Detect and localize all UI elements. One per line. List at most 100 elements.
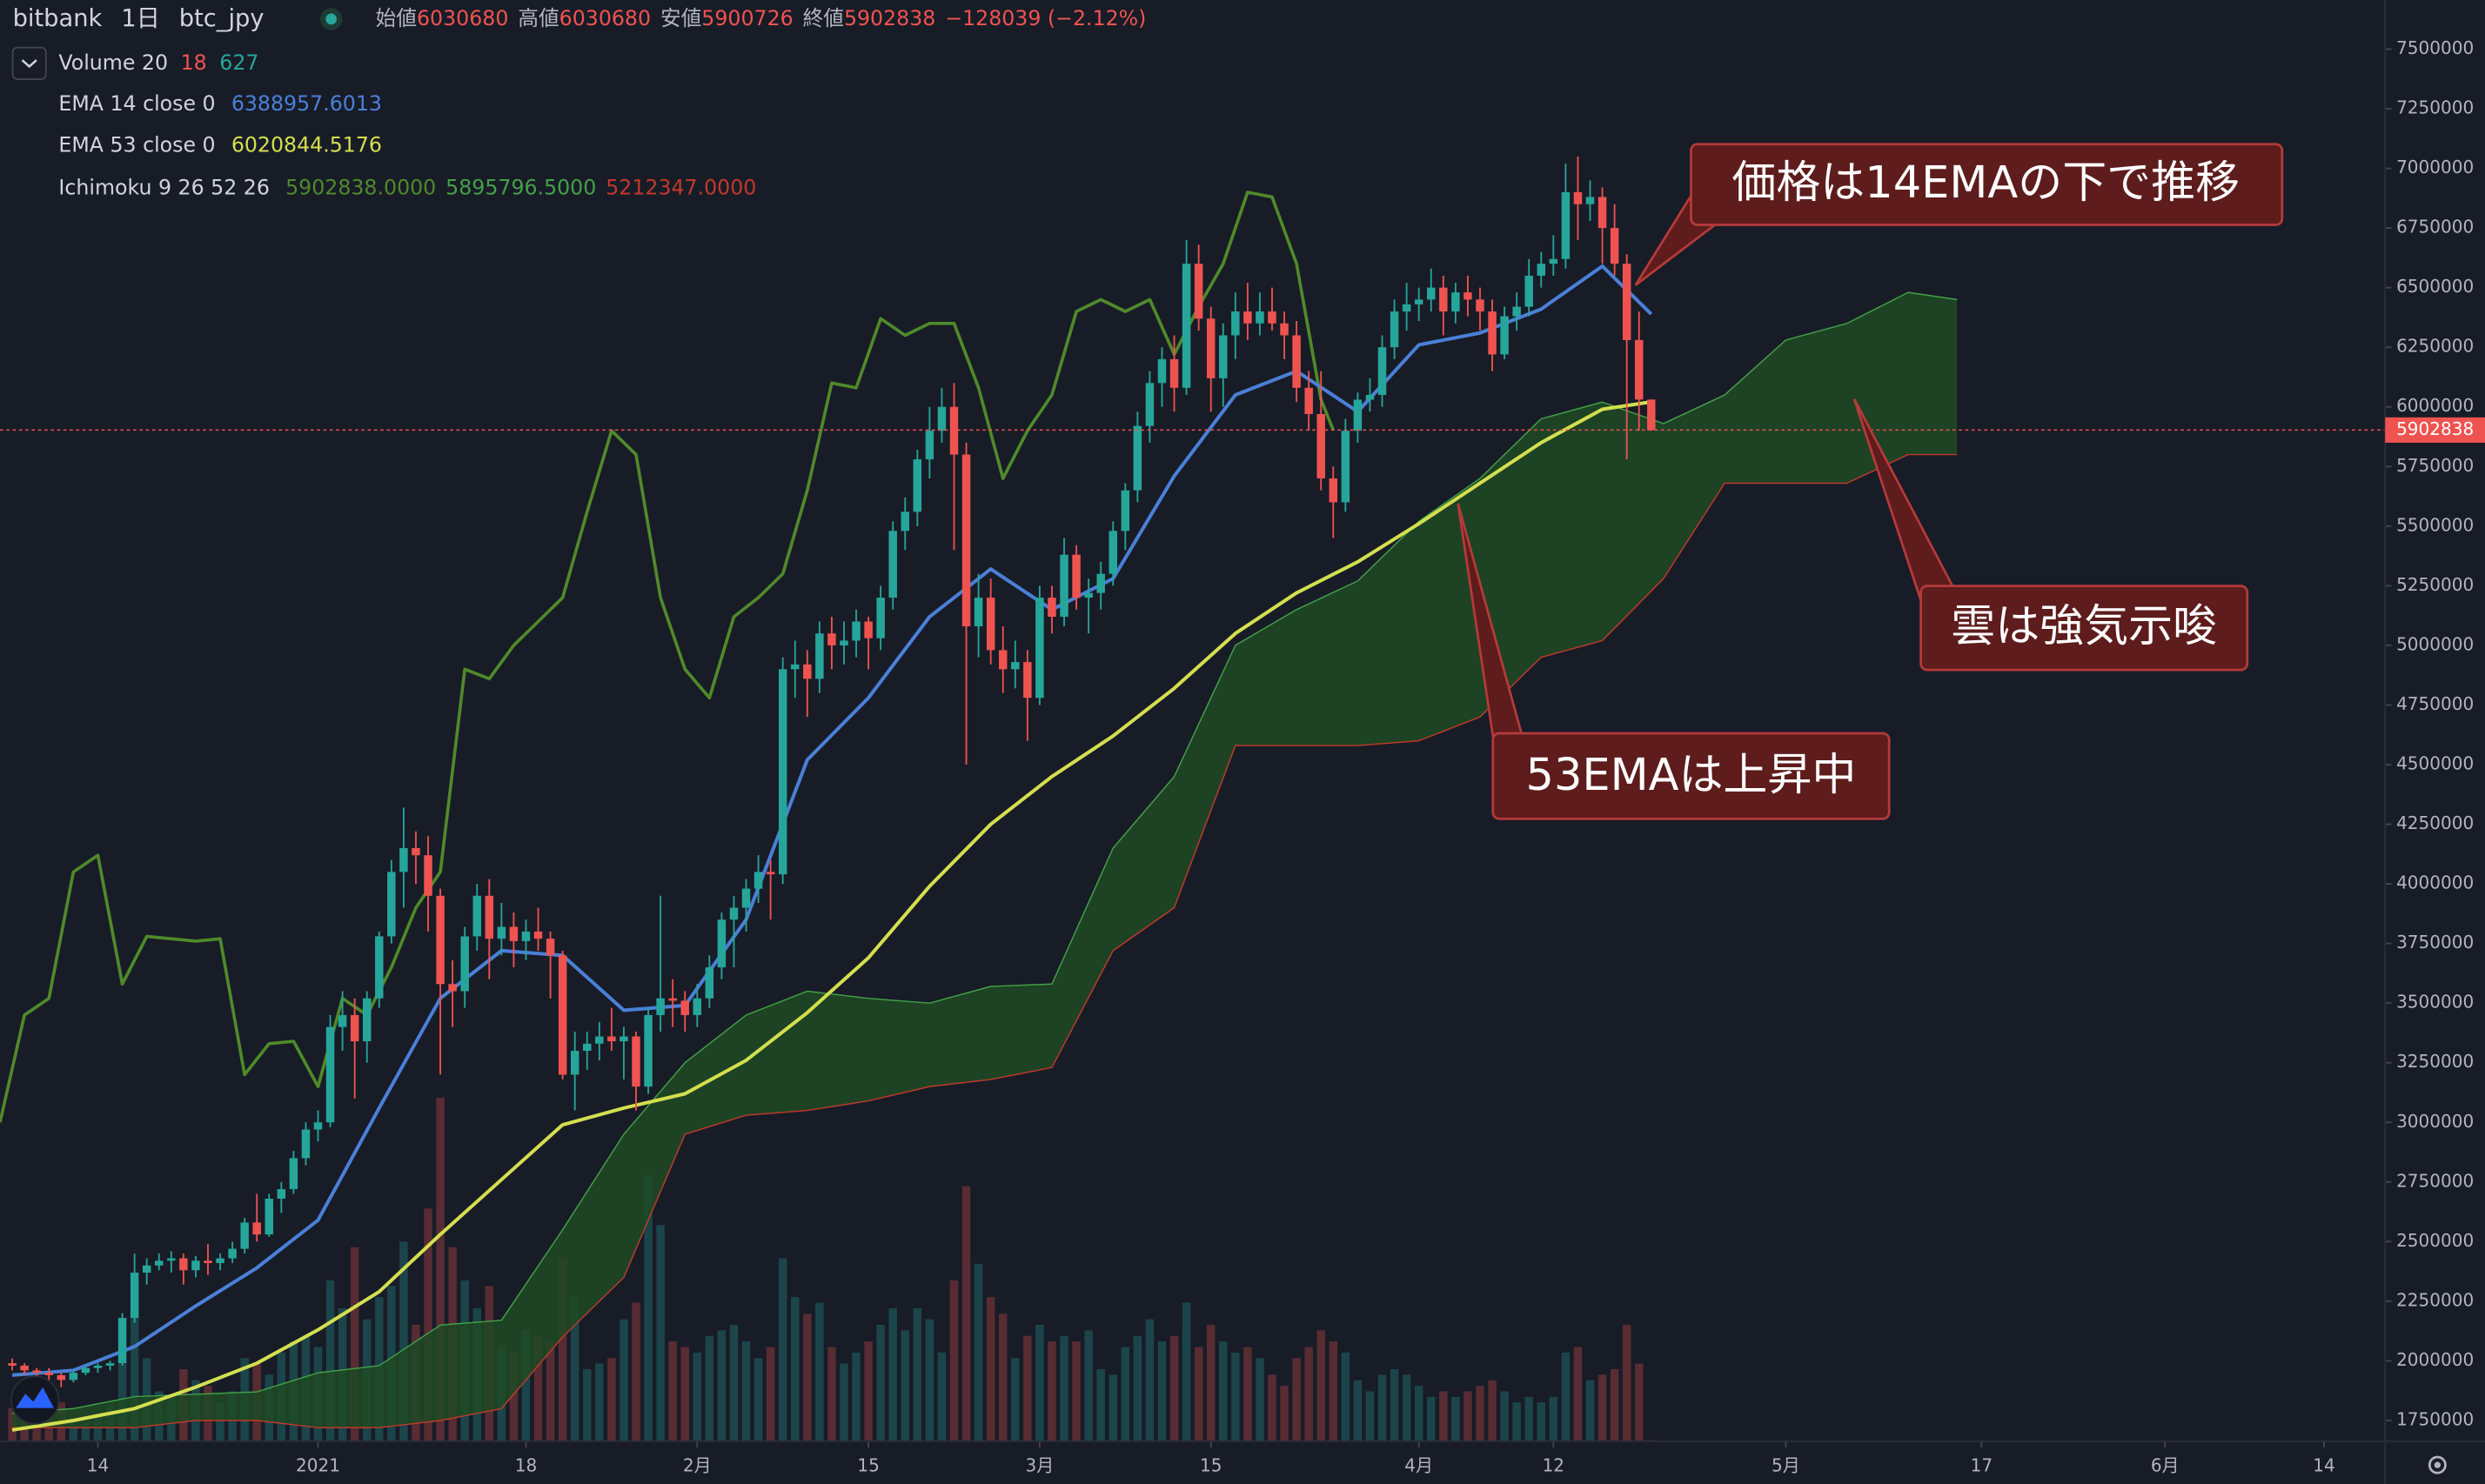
collapse-icon[interactable]: [21, 59, 37, 69]
candle-body: [791, 664, 800, 670]
callout-box: [1491, 732, 1891, 820]
candle-body: [766, 872, 775, 875]
x-tick-label: 2月: [683, 1454, 712, 1475]
x-tick-label: 17: [1971, 1454, 1993, 1475]
ichimoku-readout: 5212347.0000: [606, 175, 756, 199]
candle-body: [521, 931, 531, 941]
volume-bar: [1304, 1347, 1313, 1441]
candle-body: [852, 621, 861, 641]
candle-body: [375, 936, 384, 999]
status-dot: [325, 13, 338, 25]
logo[interactable]: [10, 1375, 60, 1425]
candle-body: [191, 1260, 200, 1271]
candle-body: [69, 1373, 78, 1380]
ema53-legend: EMA 53 close 0 6020844.5176: [58, 132, 382, 157]
candle-body: [803, 664, 812, 679]
candle-body: [570, 1051, 579, 1075]
volume-bar: [729, 1325, 739, 1441]
candle-body: [1121, 490, 1130, 531]
candle-body: [1500, 316, 1509, 355]
volume-bar: [1145, 1319, 1155, 1441]
candle-body: [399, 847, 408, 872]
span-b-line: [12, 453, 1958, 1428]
volume-legend: Volume 20 18 627: [58, 50, 258, 74]
volume-bar: [1048, 1341, 1056, 1441]
volume-bar: [69, 1419, 78, 1441]
volume-bar: [509, 1352, 519, 1441]
volume-bar: [864, 1341, 873, 1441]
volume-bar: [1243, 1347, 1252, 1441]
candle-body: [1329, 478, 1338, 503]
candle-body: [1598, 197, 1607, 229]
candle-body: [1512, 306, 1521, 317]
volume-bar: [1133, 1335, 1142, 1441]
candle-body: [546, 939, 555, 956]
volume-bar: [1610, 1368, 1619, 1441]
candle-body: [533, 931, 543, 939]
volume-bar: [1084, 1330, 1093, 1441]
y-tick-label: 6500000: [2396, 276, 2474, 297]
candle-body: [313, 1122, 323, 1130]
settings-icon-center[interactable]: [2434, 1461, 2441, 1468]
volume-bar: [1537, 1402, 1546, 1441]
callout: 雲は強気示唆: [1852, 398, 2249, 672]
logo-mark[interactable]: [16, 1387, 54, 1408]
candle-body: [901, 511, 910, 531]
candle-body: [620, 1036, 628, 1042]
x-tick-label: 15: [857, 1454, 879, 1475]
candle-body: [1280, 323, 1289, 336]
candle-body: [913, 459, 922, 512]
candle-body: [1585, 197, 1595, 204]
candle-body: [436, 895, 445, 985]
x-tick-label: 18: [515, 1454, 537, 1475]
volume-bar: [840, 1363, 848, 1441]
volume-bar: [521, 1330, 531, 1441]
candle-body: [1109, 531, 1117, 574]
candle-body: [1561, 191, 1571, 259]
candle-body: [32, 1370, 41, 1374]
volume-bar: [1280, 1386, 1289, 1441]
candle-body: [350, 1014, 359, 1042]
volume-bar: [8, 1407, 17, 1441]
candle-body: [1476, 299, 1484, 312]
callout-text: 53EMAは上昇中: [1526, 750, 1857, 801]
volume-bar: [570, 1297, 579, 1441]
candle-body: [509, 926, 519, 941]
candle-body: [1206, 318, 1216, 378]
settings[interactable]: [2428, 1455, 2447, 1474]
volume-bar: [1634, 1363, 1644, 1441]
candle-body: [558, 955, 567, 1075]
candle-body: [81, 1367, 90, 1374]
volume-bar: [693, 1352, 702, 1441]
volume-bar: [1390, 1368, 1399, 1441]
collapse-button[interactable]: [11, 46, 47, 80]
candle-body: [1488, 311, 1497, 355]
candle-body: [729, 907, 739, 920]
candle-body: [1256, 311, 1264, 324]
candle-body: [1011, 662, 1020, 670]
settings-icon[interactable]: [2428, 1455, 2447, 1474]
candle-body: [44, 1373, 53, 1375]
candle-body: [827, 633, 836, 645]
candle-body: [1219, 335, 1228, 378]
candle-body: [93, 1365, 103, 1368]
ohlc-readout: 始値6030680 高値6030680 安値5900726 終値5902838 −128…: [376, 5, 1147, 30]
candle-body: [632, 1036, 640, 1087]
volume-bar: [1549, 1396, 1558, 1441]
candle-body: [815, 633, 824, 679]
candle-body: [693, 998, 702, 1015]
candle-body: [876, 598, 885, 638]
candle-body: [1390, 311, 1399, 348]
volume-bar: [791, 1297, 800, 1441]
volume-bar: [1121, 1347, 1130, 1441]
volume-bar: [1157, 1341, 1167, 1441]
x-tick-label: 4月: [1404, 1454, 1433, 1475]
volume-ma-value: 627: [219, 50, 258, 74]
ema14-legend: EMA 14 close 0 6388957.6013: [58, 91, 382, 116]
volume-bar: [1414, 1386, 1423, 1441]
y-tick-label: 1750000: [2396, 1408, 2474, 1429]
candle-body: [717, 919, 727, 968]
volume-bar: [1464, 1391, 1472, 1441]
volume-bar: [1256, 1358, 1264, 1441]
